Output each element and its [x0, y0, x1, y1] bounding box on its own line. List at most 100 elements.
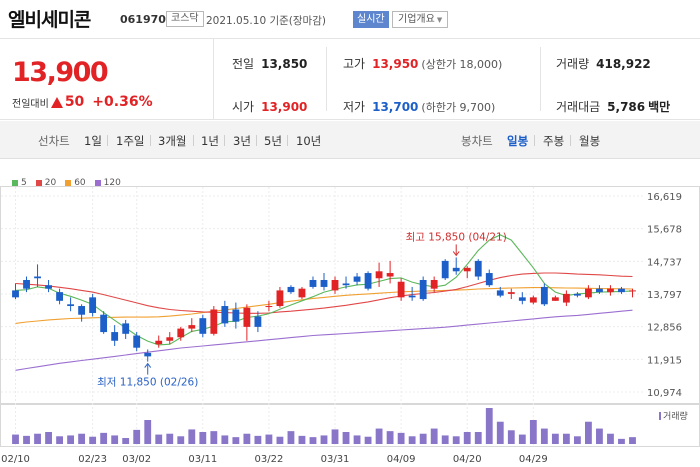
amount-value: 5,786	[607, 100, 646, 114]
volume-bar	[419, 433, 427, 444]
volume-bar	[155, 434, 163, 444]
volume-bar	[386, 431, 394, 444]
candle-body	[221, 306, 229, 324]
volume-bar	[221, 435, 229, 444]
chart-legend: 5 20 60 120	[12, 178, 121, 188]
company-info-label: 기업개요	[398, 14, 435, 25]
chevron-down-icon: ▼	[436, 16, 443, 24]
legend-item-ma20: 20	[35, 178, 57, 188]
y-tick-label: 11,915	[647, 355, 682, 366]
candle-body	[430, 279, 438, 289]
volume-bar	[573, 436, 581, 444]
open-value: 13,900	[261, 100, 308, 114]
candle-body	[496, 290, 504, 296]
candle-body	[67, 304, 75, 307]
legend-label: 20	[44, 178, 57, 188]
ma5-line	[15, 234, 633, 346]
ma60-line	[15, 287, 633, 324]
candle-monthly[interactable]: 월봉	[579, 134, 601, 148]
candle-daily[interactable]: 일봉	[507, 134, 529, 148]
divider	[326, 47, 327, 111]
volume-bar	[507, 430, 515, 444]
change-value: 50	[64, 94, 85, 110]
candle-body	[34, 276, 41, 279]
low-cell: 저가 13,700 (하한가 9,700)	[343, 98, 495, 115]
volume-bar	[408, 436, 416, 444]
volume-bar	[67, 435, 75, 444]
candle-body	[287, 286, 295, 293]
volume-bar	[342, 432, 350, 444]
legend-swatch	[12, 180, 18, 186]
volume-bar	[353, 435, 361, 444]
volume-bar	[452, 436, 460, 444]
x-tick-label: 03/11	[188, 454, 217, 465]
x-tick-label: 02/10	[1, 454, 30, 465]
volume-bar	[540, 428, 548, 444]
volume-bar	[375, 428, 383, 444]
period-10y[interactable]: 10년	[296, 134, 322, 148]
candle-body	[585, 288, 592, 298]
divider	[107, 135, 108, 146]
period-3y[interactable]: 3년	[233, 134, 251, 148]
volume-bar	[331, 429, 339, 444]
candle-body	[89, 297, 97, 313]
period-3m[interactable]: 3개월	[158, 134, 187, 148]
volume-bar	[585, 421, 592, 444]
prev-close-value: 13,850	[261, 57, 308, 71]
high-label: 고가	[343, 57, 366, 71]
candle-body	[607, 288, 614, 293]
line-chart-label: 선차트	[38, 134, 70, 148]
legend-label: 60	[74, 178, 86, 188]
volume-bar	[309, 437, 317, 444]
legend-swatch	[65, 180, 72, 186]
amount-unit: 백만	[648, 100, 671, 114]
upper-limit: (상한가 18,000)	[421, 58, 503, 71]
volume-axis-label: 거래량	[659, 409, 688, 422]
candle-body	[485, 273, 493, 286]
candle-body	[573, 293, 581, 296]
stock-code: 061970	[120, 13, 166, 26]
period-1y[interactable]: 1년	[201, 134, 219, 148]
x-tick-label: 04/20	[453, 454, 482, 465]
period-5y[interactable]: 5년	[264, 134, 282, 148]
open-label: 시가	[232, 100, 255, 114]
volume-bar	[177, 436, 185, 444]
high-cell: 고가 13,950 (상한가 18,000)	[343, 55, 502, 72]
volume-bar	[56, 436, 63, 444]
period-1d[interactable]: 1일	[84, 134, 102, 148]
x-tick-label: 03/31	[321, 454, 350, 465]
low-annotation: 최저 11,850 (02/26)	[97, 377, 198, 389]
volume-bar	[298, 435, 306, 444]
period-1w[interactable]: 1주일	[116, 134, 145, 148]
candlestick-chart[interactable]: 16,619 15,678 14,737 13,797 12,856 11,915 10,9…	[0, 186, 700, 467]
high-annotation: 최고 15,850 (04/21)	[406, 231, 507, 243]
company-info-button[interactable]: 기업개요 ▼	[392, 11, 449, 28]
volume-bar	[122, 438, 130, 444]
candle-body	[397, 281, 405, 298]
candle-body	[56, 292, 63, 301]
volume-bar	[364, 436, 372, 444]
candle-body	[452, 267, 460, 272]
market-badge: 코스닥	[166, 11, 204, 27]
volume-bar	[529, 420, 537, 444]
volume-value: 418,922	[596, 57, 651, 71]
volume-bar	[210, 431, 218, 444]
candle-body	[551, 297, 559, 301]
candle-body	[78, 306, 86, 315]
candle-body	[276, 290, 284, 307]
volume-bar	[133, 429, 141, 444]
date-text: 2021.05.10 기준(장마감)	[206, 15, 326, 27]
candle-body	[419, 279, 427, 300]
candle-body	[463, 267, 471, 272]
candle-body	[518, 297, 526, 301]
candle-body	[144, 352, 152, 357]
volume-bar	[89, 436, 97, 444]
candle-body	[540, 286, 548, 305]
candle-body	[100, 314, 108, 333]
realtime-button[interactable]: 실시간	[353, 11, 389, 28]
chart-toolbar: 선차트 1일 1주일 3개월 1년 3년 5년 10년 봉차트 일봉 주봉 월봉	[0, 121, 700, 159]
volume-bar	[100, 432, 108, 444]
candle-body	[111, 332, 119, 341]
candle-weekly[interactable]: 주봉	[543, 134, 565, 148]
candle-body	[133, 335, 141, 348]
